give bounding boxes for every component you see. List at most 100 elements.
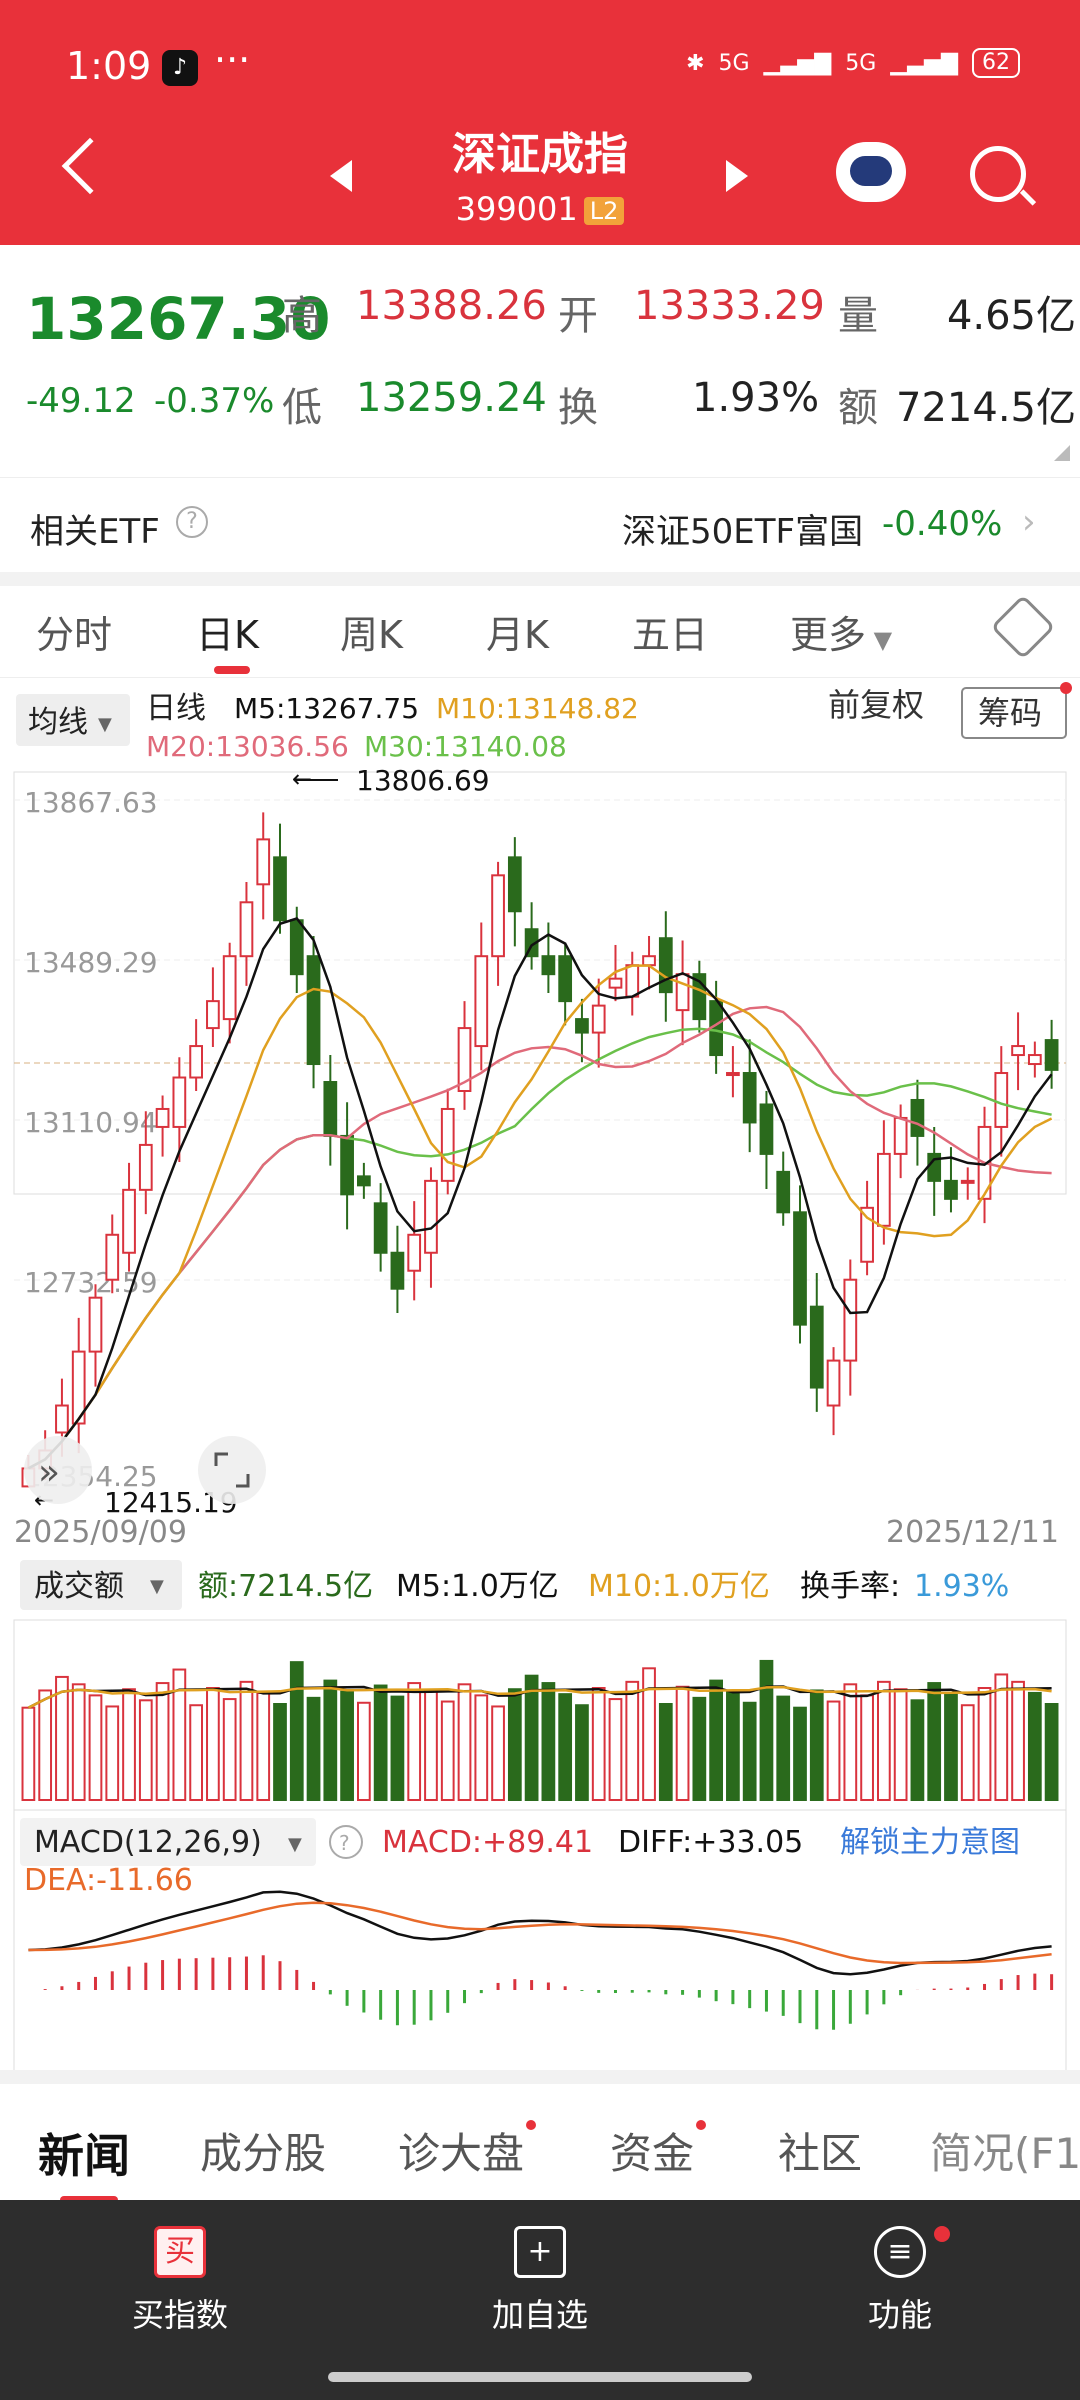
- volume-bar: [793, 1706, 807, 1801]
- volume-bar: [776, 1695, 791, 1801]
- candle-body: [507, 856, 522, 913]
- volume-bar: [1027, 1691, 1042, 1802]
- candle-body: [273, 856, 287, 922]
- candle-body: [658, 937, 673, 994]
- volume-m10: M10:1.0万亿: [588, 1569, 770, 1604]
- candle-body: [373, 1202, 388, 1254]
- volume-bar: [390, 1695, 405, 1801]
- y-tick-2: 13489.29: [24, 946, 158, 979]
- add-watchlist-button[interactable]: + 加自选: [440, 2226, 640, 2336]
- amount-label: 额: [838, 385, 878, 431]
- volume-bar: [457, 1683, 472, 1801]
- candle-body: [809, 1305, 824, 1389]
- candle-body: [608, 977, 623, 989]
- tab-diagnosis[interactable]: 诊大盘: [398, 2120, 537, 2181]
- fullscreen-button[interactable]: [198, 1436, 266, 1504]
- price-frame: [13, 771, 1067, 1195]
- kline-svg: 均线 ▼ 日线 M5:13267.75 M10:13148.82 M20:130…: [13, 682, 1072, 2400]
- status-bar: 1:09 ♪ ··· ✱ 5G ▁▃▅▇ 5G ▁▃▅▇ 62: [0, 38, 1080, 98]
- tab-components[interactable]: 成分股: [200, 2129, 327, 2178]
- status-right: ✱ 5G ▁▃▅▇ 5G ▁▃▅▇ 62: [686, 48, 1020, 78]
- volume-frame: [13, 1619, 1067, 2400]
- volume-bar: [222, 1698, 237, 1801]
- tab-intraday[interactable]: 分时: [36, 613, 113, 657]
- candle-body: [105, 1233, 120, 1281]
- candle-body: [826, 1359, 841, 1407]
- candle-body: [340, 1134, 354, 1196]
- tab-profile[interactable]: 简况(F1: [930, 2129, 1080, 2178]
- legend-m30: M30:13140.08: [364, 730, 567, 763]
- macd-help-icon[interactable]: [329, 1825, 363, 1859]
- chevron-right-icon: ›: [1022, 502, 1036, 542]
- signal-bars-icon: ▁▃▅▇: [763, 50, 832, 76]
- volume-selector-bg[interactable]: [20, 1560, 182, 1610]
- chips-button-frame[interactable]: [961, 687, 1067, 739]
- function-label: 功能: [867, 2296, 932, 2334]
- candle-body: [742, 1072, 757, 1124]
- tab-daily-k[interactable]: 日K: [196, 604, 259, 674]
- chart-area: 均线 ▼ 日线 M5:13267.75 M10:13148.82 M20:130…: [0, 680, 1080, 2400]
- function-dot: [934, 2226, 950, 2242]
- tab-more[interactable]: 更多 ▼: [790, 604, 892, 659]
- add-label: 加自选: [491, 2296, 588, 2334]
- bluetooth-icon: ✱: [686, 50, 705, 76]
- header: 1:09 ♪ ··· ✱ 5G ▁▃▅▇ 5G ▁▃▅▇ 62 深证成指 399…: [0, 0, 1080, 245]
- volume-bar: [726, 1690, 740, 1802]
- macd-selector-bg[interactable]: [20, 1818, 316, 1866]
- plus-square-icon: +: [514, 2226, 566, 2278]
- chips-button[interactable]: 筹码: [978, 694, 1042, 732]
- candle-body: [222, 955, 237, 1021]
- y-tick-1: 13867.63: [24, 786, 158, 819]
- help-icon[interactable]: ?: [176, 506, 208, 538]
- adjust-button[interactable]: 前复权: [828, 686, 924, 724]
- ma-selector-bg[interactable]: [16, 694, 130, 746]
- candle-body: [440, 1107, 455, 1182]
- volume-caret-icon: ▼: [150, 1576, 164, 1597]
- unlock-link[interactable]: 解锁主力意图: [840, 1825, 1020, 1860]
- tab-weekly-k[interactable]: 周K: [340, 613, 403, 657]
- volume-bar: [877, 1680, 891, 1801]
- low-value: 13259.24: [356, 375, 547, 421]
- candle-body: [793, 1211, 807, 1326]
- volume-bars: [21, 1659, 1059, 1802]
- buy-index-button[interactable]: 买 买指数: [80, 2226, 280, 2336]
- expand-corner-icon[interactable]: [1054, 445, 1070, 461]
- ma-selector[interactable]: 均线: [28, 705, 88, 740]
- volume-selector[interactable]: 成交额: [34, 1569, 124, 1604]
- volume-bar: [927, 1682, 942, 1801]
- related-etf-row[interactable]: 相关ETF ? 深证50ETF富国 -0.40% ›: [0, 477, 1080, 572]
- volume-bar: [474, 1694, 489, 1802]
- status-more: ···: [214, 38, 251, 82]
- bottom-action-bar: 买 买指数 + 加自选 ≡ 功能: [0, 2200, 1080, 2400]
- candle-body: [860, 1206, 874, 1263]
- volume-label: 量: [838, 293, 878, 339]
- candles: [21, 812, 1059, 1488]
- volume-bar: [1011, 1680, 1025, 1801]
- prev-index-icon[interactable]: [330, 160, 352, 192]
- scroll-left-button[interactable]: [24, 1436, 92, 1504]
- search-icon[interactable]: [970, 146, 1026, 202]
- volume-bar: [658, 1703, 673, 1801]
- tiktok-icon: ♪: [162, 50, 198, 86]
- macd-selector[interactable]: MACD(12,26,9): [34, 1825, 262, 1860]
- legend-m10: M10:13148.82: [436, 692, 639, 725]
- volume-bar: [357, 1701, 371, 1801]
- caret-down-icon: ▼: [866, 626, 893, 654]
- candle-body: [474, 955, 489, 1048]
- ma20-line: [27, 1005, 1052, 1470]
- dea-line: [28, 1901, 1052, 1965]
- tab-news[interactable]: 新闻: [38, 2129, 130, 2183]
- function-button[interactable]: ≡ 功能: [800, 2226, 1000, 2336]
- candle-body: [692, 973, 707, 1021]
- next-index-icon[interactable]: [726, 160, 748, 192]
- tab-community[interactable]: 社区: [778, 2129, 863, 2178]
- settings-icon[interactable]: [990, 594, 1056, 660]
- tab-five-day[interactable]: 五日: [632, 613, 709, 657]
- date-start: 2025/09/09: [14, 1515, 187, 1550]
- volume-bar: [507, 1688, 522, 1802]
- notification-dot: [526, 2120, 537, 2130]
- candle-body: [591, 1004, 606, 1034]
- robot-assistant-icon[interactable]: [836, 142, 906, 202]
- tab-monthly-k[interactable]: 月K: [486, 613, 549, 657]
- tab-funds[interactable]: 资金: [610, 2120, 707, 2181]
